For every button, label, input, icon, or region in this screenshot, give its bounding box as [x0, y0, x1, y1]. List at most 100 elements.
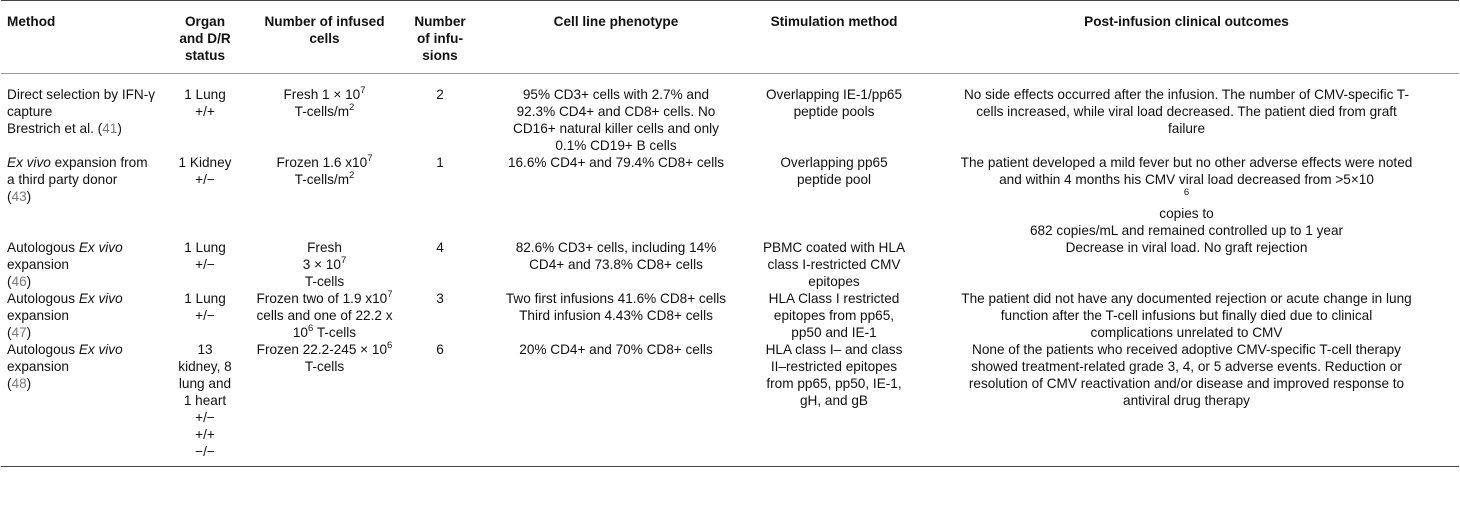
reference-link[interactable]: 47 [11, 325, 27, 340]
stimulation-line: from pp65, pp50, IE-1, [766, 376, 902, 391]
header-infusions-line: Number [414, 14, 466, 29]
method-text: Direct selection by IFN-γ capture [7, 87, 156, 119]
method-text: expansion [7, 257, 69, 272]
cell-phenotype: 82.6% CD3+ cells, including 14% CD4+ and… [478, 239, 754, 290]
cell-phenotype: 20% CD4+ and 70% CD8+ cells [478, 341, 754, 467]
organ-line: +/− [195, 257, 215, 272]
outcome-line: function after the T-cell infusions but … [1000, 308, 1373, 323]
phenotype-line: 16.6% CD4+ and 79.4% CD8+ cells [507, 155, 725, 170]
cmv-therapy-table: Method Organ and D/R status Number of in… [1, 0, 1459, 467]
organ-line: +/+ [195, 104, 215, 119]
cell-outcomes: None of the patients who received adopti… [914, 341, 1459, 467]
method-text: Autologous [7, 291, 79, 306]
infused-exponent: 2 [349, 170, 355, 181]
header-organ-line: and D/R [179, 31, 231, 46]
method-italic: Ex vivo [78, 291, 123, 306]
organ-line: 1 heart [183, 393, 227, 408]
outcome-text: copies to [1159, 206, 1214, 221]
cell-method: Autologous Ex vivo expansion (47) [7, 291, 123, 340]
method-text: expansion [7, 308, 69, 323]
cell-stimulation: HLA class I– and class II–restricted epi… [754, 341, 914, 467]
table-row: Direct selection by IFN-γ capture Brestr… [1, 74, 1459, 155]
cell-infused: Fresh 3 × 107 T-cells [247, 239, 402, 290]
header-organ: Organ and D/R status [163, 1, 247, 74]
cell-method: Direct selection by IFN-γ capture Brestr… [1, 74, 163, 155]
organ-line: 1 Lung [184, 240, 226, 255]
stimulation-line: II–restricted epitopes [770, 359, 898, 374]
infused-text: 10 [292, 325, 308, 340]
cell-organ: 1 Lung +/− [163, 290, 247, 341]
infused-text: Frozen two of 1.9 x10 [256, 291, 388, 306]
cell-organ: 1 Lung +/+ [163, 74, 247, 155]
stimulation-line: Overlapping IE-1/pp65 [765, 87, 903, 102]
infused-exponent: 7 [340, 255, 347, 266]
stimulation-line: gH, and gB [799, 393, 868, 408]
cell-method: Ex vivo expansion from a third party don… [7, 155, 148, 204]
header-stimulation: Stimulation method [770, 14, 898, 29]
cell-phenotype: 95% CD3+ cells with 2.7% and 92.3% CD4+ … [478, 74, 754, 155]
phenotype-line: CD4+ and 73.8% CD8+ cells [529, 257, 703, 272]
header-infused-line: cells [309, 31, 340, 46]
organ-line: +/− [195, 308, 215, 323]
table-row: Ex vivo expansion from a third party don… [1, 154, 1459, 239]
method-italic: Ex vivo [78, 240, 123, 255]
stimulation-line: pp50 and IE-1 [791, 325, 877, 340]
outcome-exponent: 6 [1183, 187, 1190, 198]
cell-stimulation: Overlapping IE-1/pp65 peptide pools [754, 74, 914, 155]
outcome-line: showed treatment-related grade 3, 4, or … [971, 359, 1402, 374]
stimulation-line: epitopes from pp65, [773, 308, 895, 323]
cell-infused: Frozen 22.2-245 × 106 T-cells [247, 341, 402, 467]
method-italic: Ex vivo [78, 342, 123, 357]
method-text: expansion [7, 359, 69, 374]
stimulation-line: PBMC coated with HLA [762, 240, 906, 255]
reference-link[interactable]: 41 [102, 121, 118, 136]
cell-outcomes: The patient developed a mild fever but n… [914, 154, 1459, 239]
cell-organ: 1 Kidney +/− [163, 154, 247, 239]
header-organ-line: status [184, 48, 226, 63]
outcome-text: and within 4 months his CMV viral load d… [999, 172, 1374, 187]
reference-link[interactable]: 48 [11, 376, 27, 391]
phenotype-line: 92.3% CD4+ and CD8+ cells. No [516, 104, 716, 119]
stimulation-line: Overlapping pp65 [780, 155, 888, 170]
outcome-line: None of the patients who received adopti… [972, 342, 1401, 357]
reference-link[interactable]: 46 [11, 274, 27, 289]
header-infused-line: Number of infused [264, 14, 385, 29]
infused-exponent: 7 [360, 85, 366, 96]
cell-outcomes: The patient did not have any documented … [914, 290, 1459, 341]
phenotype-line: 82.6% CD3+ cells, including 14% [515, 240, 717, 255]
infused-text: 3 × 10 [302, 257, 341, 272]
infused-text: cells and one of 22.2 x [256, 308, 393, 323]
organ-line: 1 Kidney [178, 155, 232, 170]
infused-text: Frozen 1.6 x10 [276, 155, 368, 170]
method-author: Brestrich et al. ( [7, 121, 103, 136]
cell-infusions: 4 [436, 240, 444, 255]
cell-outcomes: Decrease in viral load. No graft rejecti… [914, 239, 1459, 290]
cell-organ: 13 kidney, 8 lung and 1 heart +/− +/+ −/… [163, 341, 247, 467]
organ-line: +/− [195, 410, 215, 425]
cell-stimulation: PBMC coated with HLA class I-restricted … [754, 239, 914, 290]
organ-line: −/− [195, 444, 215, 459]
phenotype-line: 95% CD3+ cells with 2.7% and [522, 87, 710, 102]
cell-infused: Frozen 1.6 x107 T-cells/m2 [247, 154, 402, 239]
stimulation-line: class I-restricted CMV [767, 257, 901, 272]
phenotype-line: Two first infusions 41.6% CD8+ cells [505, 291, 727, 306]
method-text: expansion from a third party donor [7, 155, 148, 187]
cell-infusions: 1 [436, 155, 444, 170]
organ-line: 1 Lung [184, 291, 226, 306]
method-italic: Ex vivo [7, 155, 51, 170]
method-ref-close: ) [117, 121, 122, 136]
header-infusions: Number of infu- sions [402, 1, 478, 74]
organ-line: lung and [178, 376, 232, 391]
outcome-line: complications unrelated to CMV [1090, 325, 1283, 340]
organ-line: +/+ [195, 427, 215, 442]
organ-line: 13 [197, 342, 213, 357]
reference-link[interactable]: 43 [11, 189, 27, 204]
cell-phenotype: 16.6% CD4+ and 79.4% CD8+ cells [478, 154, 754, 239]
phenotype-line: 0.1% CD19+ B cells [555, 138, 677, 153]
stimulation-line: peptide pools [793, 104, 875, 119]
method-text: Autologous [7, 342, 79, 357]
infused-text: T-cells [304, 359, 345, 374]
stimulation-line: HLA Class I restricted [768, 291, 900, 306]
outcome-line: resolution of CMV reactivation and/or di… [968, 376, 1405, 391]
